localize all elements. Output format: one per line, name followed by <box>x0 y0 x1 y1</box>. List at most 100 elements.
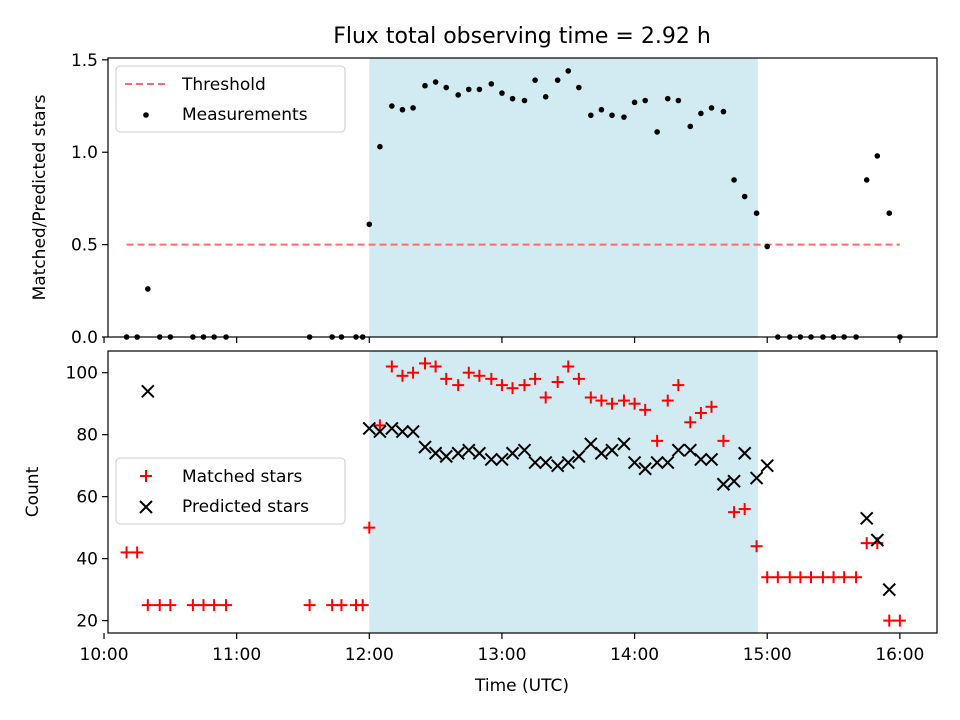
matched-star-point <box>860 537 873 550</box>
matched-star-point <box>684 416 697 429</box>
matched-star-point <box>419 357 432 370</box>
matched-star-point <box>816 571 829 584</box>
chart-title: Flux total observing time = 2.92 h <box>333 24 711 49</box>
matched-star-point <box>164 599 177 612</box>
matched-star-point <box>628 397 641 410</box>
measurement-point <box>389 103 395 109</box>
predicted-star-point-b <box>395 424 410 439</box>
predicted-star-point-b <box>584 437 598 451</box>
predicted-star-point <box>550 458 565 473</box>
measurement-point <box>731 177 737 183</box>
matched-star-point <box>639 403 652 416</box>
predicted-star-point-b <box>594 446 609 460</box>
ratio-y-axis-label: Matched/Predicted stars <box>30 94 50 300</box>
predicted-star-point <box>428 446 443 460</box>
y-tick-label: 0.5 <box>71 236 98 256</box>
matched-star-point <box>363 521 376 534</box>
predicted-star-point <box>141 384 155 398</box>
predicted-star-point-b <box>572 449 586 464</box>
measurement-point <box>642 97 648 104</box>
y-tick-label: 100 <box>66 364 98 384</box>
matched-star-point <box>893 614 906 627</box>
predicted-star-point-b <box>517 443 532 457</box>
predicted-star-point-b <box>859 511 874 526</box>
predicted-star-point <box>716 477 731 491</box>
top-observing-span <box>369 58 758 337</box>
matched-star-point <box>705 400 718 413</box>
measurement-point <box>521 97 528 104</box>
predicted-star-point <box>528 455 542 470</box>
y-tick-label: 0.0 <box>71 328 98 348</box>
predicted-star-point-b <box>373 424 387 439</box>
predicted-star-point-b <box>385 421 399 436</box>
predicted-star-point <box>671 443 686 457</box>
x-tick-label: 13:00 <box>477 645 526 665</box>
predicted-star-point <box>561 455 575 470</box>
predicted-star-point-b <box>683 443 697 457</box>
predicted-star-point-b <box>627 455 642 470</box>
matched-star-point <box>473 369 486 382</box>
predicted-star-point <box>605 443 619 457</box>
matched-star-point <box>485 372 498 385</box>
matched-star-point <box>551 375 564 388</box>
predicted-star-point <box>517 443 532 457</box>
matched-star-point <box>850 571 863 584</box>
matched-star-point <box>804 571 817 584</box>
measurement-point <box>509 95 516 102</box>
predicted-star-point-b <box>472 446 487 460</box>
ratio-legend: Threshold Measurements <box>115 65 346 133</box>
matched-star-point <box>518 379 531 392</box>
predicted-star-point-b <box>484 452 499 467</box>
predicted-star-point-b <box>638 462 652 476</box>
measurement-point <box>499 90 505 96</box>
matched-star-point <box>761 571 774 584</box>
predicted-star-point-b <box>737 446 752 460</box>
predicted-star-point <box>638 462 652 476</box>
predicted-star-point-b <box>362 421 377 436</box>
predicted-star-point <box>439 449 453 464</box>
matched-star-point <box>506 382 519 395</box>
count-panel: 10:00 11:00 12:00 13:00 14:00 15:00 16:00 20 40 6… <box>23 350 938 696</box>
predicted-star-point <box>859 511 874 526</box>
matched-star-point <box>661 394 674 407</box>
matched-star-point <box>462 366 475 379</box>
measurement-point <box>664 95 671 102</box>
matched-star-point <box>738 503 751 516</box>
predicted-star-point-b <box>704 452 719 467</box>
measurement-point <box>542 94 549 100</box>
bot-observing-span <box>369 351 758 633</box>
predicted-star-point-b <box>539 455 553 470</box>
measurement-point <box>488 81 495 87</box>
count-y-axis-label: Count <box>23 466 43 517</box>
matched-star-point <box>562 360 575 373</box>
predicted-star-point <box>451 446 465 460</box>
predicted-star-point <box>727 474 741 488</box>
matched-star-point <box>141 599 154 612</box>
predicted-star-point <box>572 449 586 464</box>
x-axis-label: Time (UTC) <box>474 676 569 696</box>
count-legend: Matched stars Predicted stars <box>115 457 346 525</box>
predicted-star-point-b <box>428 446 443 460</box>
predicted-star-point <box>373 424 387 439</box>
matched-star-point <box>617 394 630 407</box>
measurement-point <box>565 68 572 74</box>
predicted-star-point <box>594 446 609 460</box>
matched-star-point <box>373 419 386 432</box>
predicted-star-point-b <box>671 443 686 457</box>
predicted-star-point <box>395 424 410 439</box>
predicted-star-point <box>406 424 420 439</box>
predicted-star-point-b <box>605 443 619 457</box>
matched-star-point <box>539 391 552 404</box>
predicted-star-point <box>418 440 432 454</box>
measurement-point <box>399 106 406 113</box>
matched-star-point <box>208 599 221 612</box>
matched-star-point <box>220 599 233 612</box>
predicted-star-point <box>704 452 719 467</box>
x-tick-label: 14:00 <box>610 645 659 665</box>
ratio-panel: 0.0 0.5 1.0 1.5 Matched/Predicted stars Thr… <box>30 51 938 348</box>
matched-star-point <box>572 372 585 385</box>
measurement-point <box>476 86 483 93</box>
predicted-star-point <box>617 437 631 451</box>
predicted-star-point <box>472 446 487 460</box>
